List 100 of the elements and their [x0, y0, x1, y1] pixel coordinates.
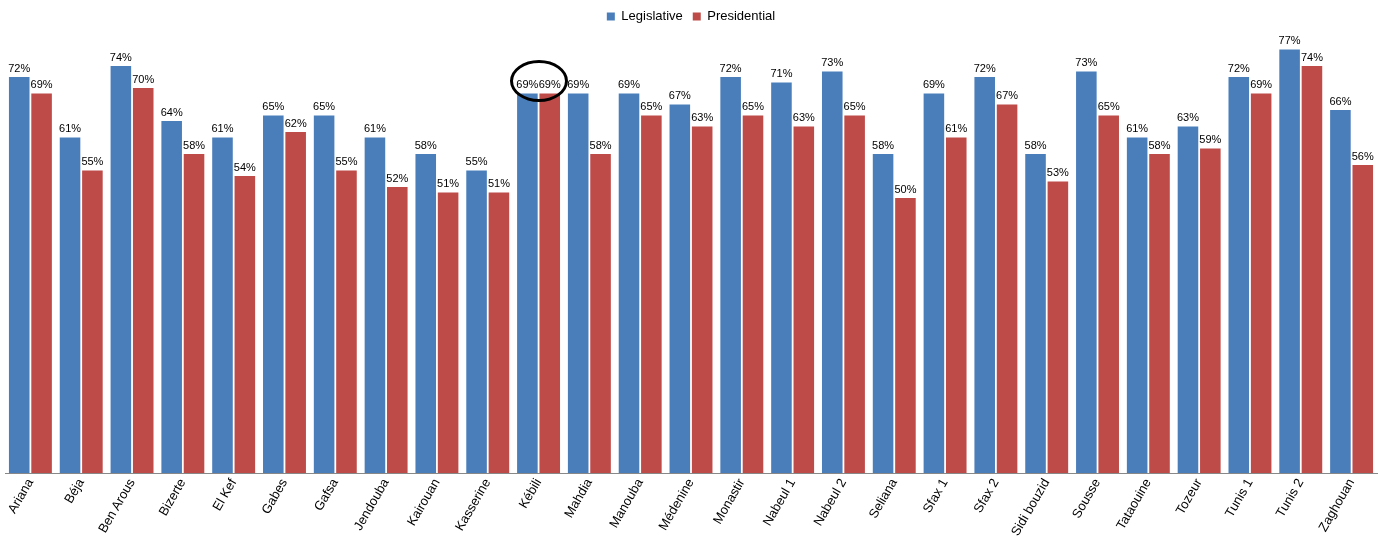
bar: [488, 192, 510, 474]
data-label: 71%: [770, 67, 793, 80]
data-label: 69%: [30, 78, 53, 91]
data-label: 63%: [1176, 111, 1200, 124]
data-label: 53%: [1046, 166, 1070, 179]
bar: [590, 154, 611, 474]
data-label: 69%: [1250, 78, 1273, 91]
data-label: 64%: [160, 105, 183, 118]
bar: [110, 66, 132, 474]
bar: [1228, 77, 1250, 474]
bar: [691, 126, 713, 474]
bar: [641, 115, 662, 474]
data-label: 61%: [1126, 122, 1149, 135]
data-label: 65%: [1097, 100, 1120, 113]
bar: [1126, 137, 1148, 474]
data-label: 67%: [668, 89, 692, 102]
data-label: 58%: [1148, 138, 1171, 151]
bar: [945, 137, 967, 474]
bar: [923, 93, 945, 474]
data-label: 66%: [1329, 94, 1352, 107]
data-label: 73%: [821, 56, 844, 69]
bar: [234, 176, 256, 474]
bar: [517, 93, 538, 474]
bar: [1177, 126, 1199, 474]
bar: [336, 170, 357, 474]
bar: [387, 187, 408, 474]
legend-label: Presidential: [707, 8, 776, 24]
data-label: 61%: [59, 122, 82, 135]
legend-label: Legislative: [621, 8, 683, 24]
bar: [618, 93, 640, 474]
bar: [539, 93, 561, 474]
bar: [844, 115, 865, 474]
bar: [415, 154, 437, 474]
data-label: 59%: [1199, 133, 1222, 146]
bar: [974, 77, 995, 474]
bar: [720, 77, 741, 474]
bar: [895, 198, 916, 474]
data-label: 65%: [313, 100, 336, 113]
x-tick-label: El Kef: [209, 475, 240, 514]
data-label: 62%: [284, 116, 307, 129]
bar: [132, 88, 154, 474]
data-label: 55%: [81, 155, 104, 168]
data-label: 61%: [211, 122, 234, 135]
bar: [996, 104, 1018, 474]
bar: [793, 126, 815, 474]
bar: [161, 121, 182, 474]
bar: [1076, 71, 1097, 474]
bar: [1025, 154, 1046, 474]
data-label: 65%: [262, 100, 285, 113]
data-label: 77%: [1278, 34, 1301, 47]
data-label: 72%: [973, 61, 996, 74]
data-label: 69%: [516, 78, 539, 91]
bar: [1279, 49, 1300, 474]
bar: [742, 115, 764, 474]
bar: [1200, 148, 1221, 474]
bar: [821, 71, 843, 474]
data-label: 65%: [640, 100, 663, 113]
data-label: 50%: [894, 182, 917, 195]
data-label: 74%: [109, 50, 133, 63]
bar: [1352, 165, 1374, 474]
bar: [313, 115, 335, 474]
bar: [567, 93, 589, 474]
data-label: 54%: [233, 160, 257, 173]
bar: [437, 192, 459, 474]
bar: [212, 137, 233, 474]
data-label: 63%: [792, 111, 816, 124]
data-label: 74%: [1300, 50, 1324, 63]
data-label: 69%: [567, 78, 590, 91]
data-label: 69%: [617, 78, 641, 91]
bar: [31, 93, 52, 474]
data-label: 72%: [8, 61, 31, 74]
bar: [1301, 66, 1323, 474]
bar: [771, 82, 792, 474]
bar: [59, 137, 81, 474]
data-label: 61%: [945, 122, 968, 135]
data-label: 51%: [437, 177, 460, 190]
data-label: 69%: [538, 78, 561, 91]
data-label: 70%: [132, 72, 155, 85]
bar: [183, 154, 205, 474]
data-label: 65%: [741, 100, 765, 113]
data-label: 58%: [872, 138, 895, 151]
data-label: 63%: [691, 111, 714, 124]
bar: [263, 115, 284, 474]
bar: [466, 170, 487, 474]
data-label: 58%: [589, 138, 612, 151]
bar: [1250, 93, 1272, 474]
bar: [1047, 181, 1069, 474]
data-label: 69%: [922, 78, 946, 91]
bar: [1149, 154, 1170, 474]
bar: [669, 104, 691, 474]
data-label: 65%: [843, 100, 866, 113]
data-label: 58%: [1024, 138, 1047, 151]
bar: [8, 77, 30, 474]
data-label: 56%: [1351, 149, 1374, 162]
bar: [364, 137, 386, 474]
data-label: 58%: [414, 138, 437, 151]
data-label: 73%: [1075, 56, 1098, 69]
data-label: 67%: [996, 89, 1019, 102]
data-label: 51%: [487, 177, 511, 190]
data-label: 58%: [183, 138, 206, 151]
